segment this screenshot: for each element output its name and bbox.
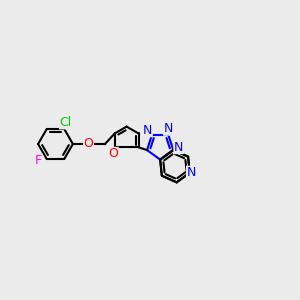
Text: Cl: Cl: [60, 116, 72, 129]
Text: F: F: [35, 154, 42, 167]
Text: N: N: [187, 166, 196, 179]
Text: O: O: [108, 147, 118, 161]
Text: N: N: [164, 122, 173, 135]
Text: N: N: [143, 124, 152, 136]
Text: O: O: [84, 137, 93, 150]
Text: N: N: [174, 141, 183, 154]
